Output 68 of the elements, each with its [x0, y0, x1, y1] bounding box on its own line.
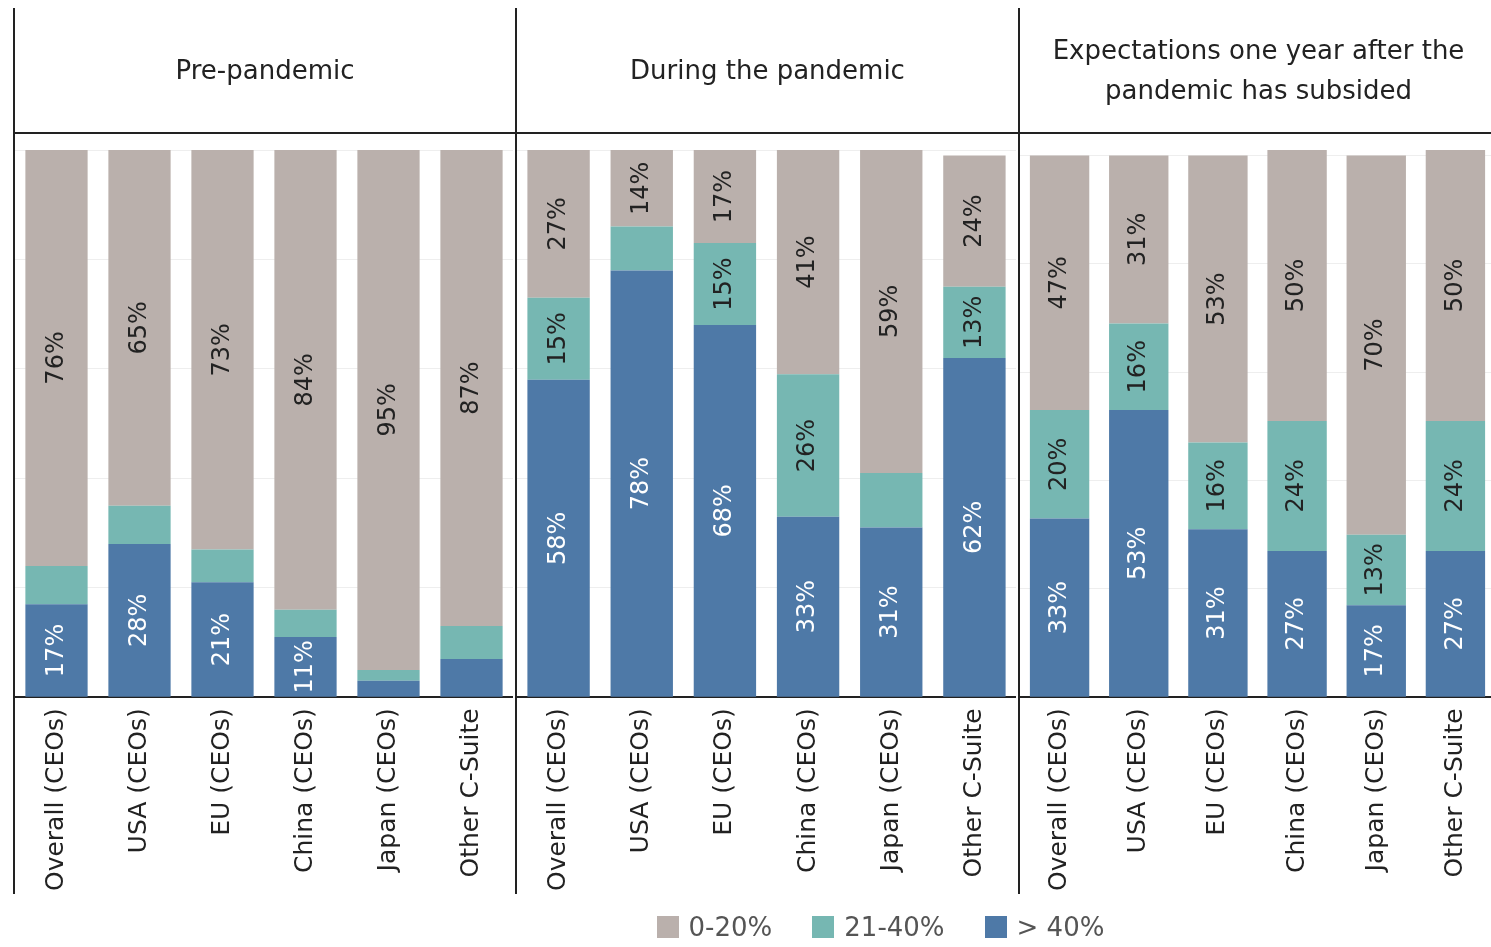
legend-label: 0-20% — [688, 912, 773, 942]
data-label: 33% — [1043, 580, 1072, 635]
x-tick-label: USA (CEOs) — [123, 708, 152, 854]
x-tick-label: China (CEOs) — [1280, 708, 1310, 874]
data-label: 15% — [709, 257, 738, 311]
x-tick-label: Japan (CEOs) — [1359, 708, 1389, 874]
data-label: 17% — [1360, 624, 1389, 678]
x-tick-label: China (CEOs) — [791, 708, 821, 874]
data-label: 50% — [1439, 258, 1468, 313]
chart-title: Expectations one year after the pandemic has subsided — [1020, 8, 1491, 134]
data-label: 26% — [792, 418, 821, 473]
data-label: 65% — [123, 301, 152, 355]
chart-title: During the pandemic — [517, 8, 1018, 134]
x-tick-label: Other C-Suite — [957, 708, 987, 878]
data-label: 62% — [958, 500, 987, 555]
data-label: 20% — [1043, 437, 1072, 491]
data-label: 13% — [1360, 543, 1389, 597]
data-label: 16% — [1202, 459, 1231, 513]
x-tick-label: Japan (CEOs) — [874, 708, 904, 874]
legend-label: 21-40% — [844, 912, 945, 942]
x-tick-label: EU (CEOs) — [1201, 708, 1231, 836]
data-label: 17% — [40, 623, 69, 678]
data-label: 70% — [1360, 318, 1389, 372]
data-label: 95% — [372, 383, 401, 437]
x-tick-label: China (CEOs) — [289, 708, 318, 874]
data-label: 24% — [1281, 459, 1310, 513]
data-label: 73% — [206, 323, 235, 377]
data-label: 31% — [1202, 586, 1231, 640]
data-label: 13% — [958, 295, 987, 350]
data-label: 24% — [958, 194, 987, 248]
x-tick-label: EU (CEOs) — [708, 708, 738, 836]
data-label: 15% — [542, 312, 571, 366]
data-label: 27% — [1281, 597, 1310, 651]
data-label: 17% — [709, 169, 738, 224]
x-tick-label: Other C-Suite — [1438, 708, 1468, 878]
data-label: 76% — [40, 331, 69, 385]
data-label: 53% — [1122, 526, 1151, 581]
data-label: 87% — [455, 361, 484, 415]
x-tick-label: Overall (CEOs) — [40, 708, 69, 892]
data-label: 50% — [1281, 258, 1310, 313]
data-label: 47% — [1043, 256, 1072, 310]
data-label: 27% — [542, 197, 571, 251]
x-tick-label: USA (CEOs) — [625, 708, 655, 854]
data-label: 58% — [542, 511, 571, 565]
data-label: 68% — [709, 484, 738, 538]
data-label: 33% — [792, 580, 821, 634]
legend-label: > 40% — [1016, 912, 1105, 942]
data-label: 14% — [625, 161, 654, 215]
data-label: 78% — [625, 456, 654, 511]
data-label: 27% — [1439, 597, 1468, 651]
x-tick-label: Other C-Suite — [455, 708, 484, 878]
data-label: 16% — [1122, 340, 1151, 394]
x-tick-label: Overall (CEOs) — [542, 708, 572, 892]
data-label: 21% — [206, 612, 235, 667]
data-label: 24% — [1439, 459, 1468, 513]
data-label: 59% — [875, 284, 904, 339]
data-label: 31% — [1122, 212, 1151, 267]
chart-title: Pre-pandemic — [15, 8, 515, 134]
data-label: 31% — [875, 585, 904, 639]
data-label: 84% — [289, 353, 318, 407]
x-tick-label: USA (CEOs) — [1122, 708, 1152, 854]
data-label: 28% — [123, 593, 152, 648]
data-label: 11% — [289, 640, 318, 694]
x-tick-label: EU (CEOs) — [206, 708, 235, 836]
data-label: 41% — [792, 235, 821, 289]
x-tick-label: Overall (CEOs) — [1043, 708, 1073, 892]
data-label: 53% — [1202, 272, 1231, 326]
x-tick-label: Japan (CEOs) — [372, 708, 401, 874]
